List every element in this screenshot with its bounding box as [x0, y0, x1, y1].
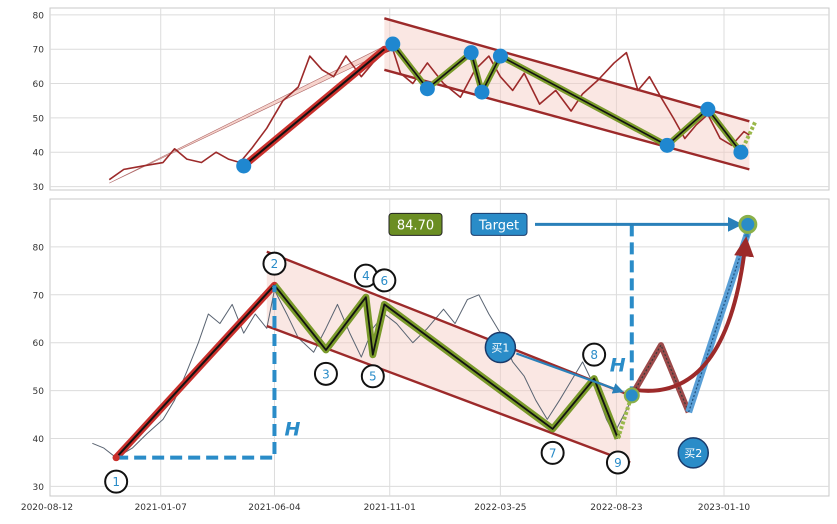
start-point: [112, 454, 120, 462]
pattern-panel: 30 40 50 60 70 80 H H 1 2 3 4 5 6 7 8 9 买1 买2 84.70 Target: [33, 198, 830, 497]
pivot-marker: [474, 84, 490, 100]
height-label-left: H: [284, 419, 300, 441]
buy1-arrow: [516, 352, 624, 394]
y-tick-label: 30: [33, 183, 45, 193]
y-tick-label: 60: [33, 80, 45, 90]
zigzag-inner: [392, 43, 742, 153]
zigzag-inner: [273, 284, 619, 439]
x-tick-label: 2023-01-10: [698, 503, 751, 513]
target-point: [738, 214, 758, 234]
buy-point-label: 买1: [491, 342, 509, 355]
point-number-circle: [104, 469, 129, 494]
pivot-marker: [659, 137, 675, 153]
point-number-label: 4: [362, 269, 370, 283]
y-tick-label: 30: [33, 483, 45, 493]
pivot-marker: [733, 144, 749, 160]
price-line: [108, 48, 750, 181]
point-number-label: 6: [381, 274, 389, 288]
point-number-circle: [313, 361, 338, 386]
target-label-box: [470, 212, 528, 236]
point-number-circle: [360, 364, 385, 389]
height-label-right: H: [610, 354, 626, 376]
channel-upper-line: [266, 250, 631, 397]
x-tick-label: 2022-03-25: [474, 503, 526, 513]
point-number-label: 1: [112, 475, 120, 489]
trend-line-inner: [115, 284, 276, 459]
y-tick-label: 80: [33, 243, 45, 253]
point-number-label: 3: [322, 367, 330, 381]
y-tick-label: 50: [33, 387, 45, 397]
y-tick-label: 70: [33, 46, 45, 56]
overview-panel-frame: [49, 7, 830, 191]
y-tick-label: 60: [33, 339, 45, 349]
point-number-label: 8: [590, 348, 598, 362]
point-number-label: 2: [271, 257, 279, 271]
x-tick-label: 2022-08-23: [590, 503, 642, 513]
point-number-circle: [540, 440, 565, 465]
y-tick-label: 40: [33, 149, 45, 159]
height-guide-left: [116, 285, 277, 460]
pivot-marker: [419, 81, 435, 97]
point-number-circle: [372, 268, 397, 293]
pivot-marker: [700, 101, 716, 117]
buy-point-badge: [677, 437, 710, 469]
x-tick-label: 2021-11-01: [364, 503, 416, 513]
price-line: [92, 289, 635, 459]
target-curve-arrow: [631, 236, 755, 393]
target-value-box: [388, 212, 443, 236]
x-tick-label: 2020-08-12: [21, 503, 73, 513]
pivot-marker: [236, 158, 252, 174]
projection-rise-inner: [688, 231, 750, 413]
pivot-marker: [463, 45, 479, 61]
trend-line-inner: [243, 48, 385, 167]
entry-point: [623, 387, 640, 404]
target-value-text: 84.70: [397, 218, 434, 233]
pivot-marker: [492, 48, 508, 64]
point-number-circle: [262, 251, 287, 276]
y-tick-label: 80: [33, 11, 45, 21]
overview-panel: 30 40 50 60 70 80: [33, 7, 830, 193]
x-tick-label: 2021-01-07: [135, 503, 187, 513]
target-label-text: Target: [478, 218, 519, 233]
buy-point-badge: [484, 331, 517, 364]
projection-zigzag-outer: [629, 342, 692, 414]
point-number-label: 5: [369, 370, 377, 384]
y-tick-label: 50: [33, 114, 45, 124]
channel-lower-line: [384, 68, 750, 171]
point-number-label: 7: [549, 446, 557, 460]
y-tick-label: 40: [33, 435, 45, 445]
buy-point-label: 买2: [684, 447, 702, 460]
point-number-label: 9: [614, 456, 622, 470]
x-tick-label: 2021-06-04: [248, 503, 301, 513]
pivot-marker: [385, 36, 401, 52]
point-number-circle: [605, 450, 630, 475]
point-number-circle: [582, 342, 607, 367]
y-tick-label: 70: [33, 291, 45, 301]
channel-upper-line: [384, 17, 750, 123]
